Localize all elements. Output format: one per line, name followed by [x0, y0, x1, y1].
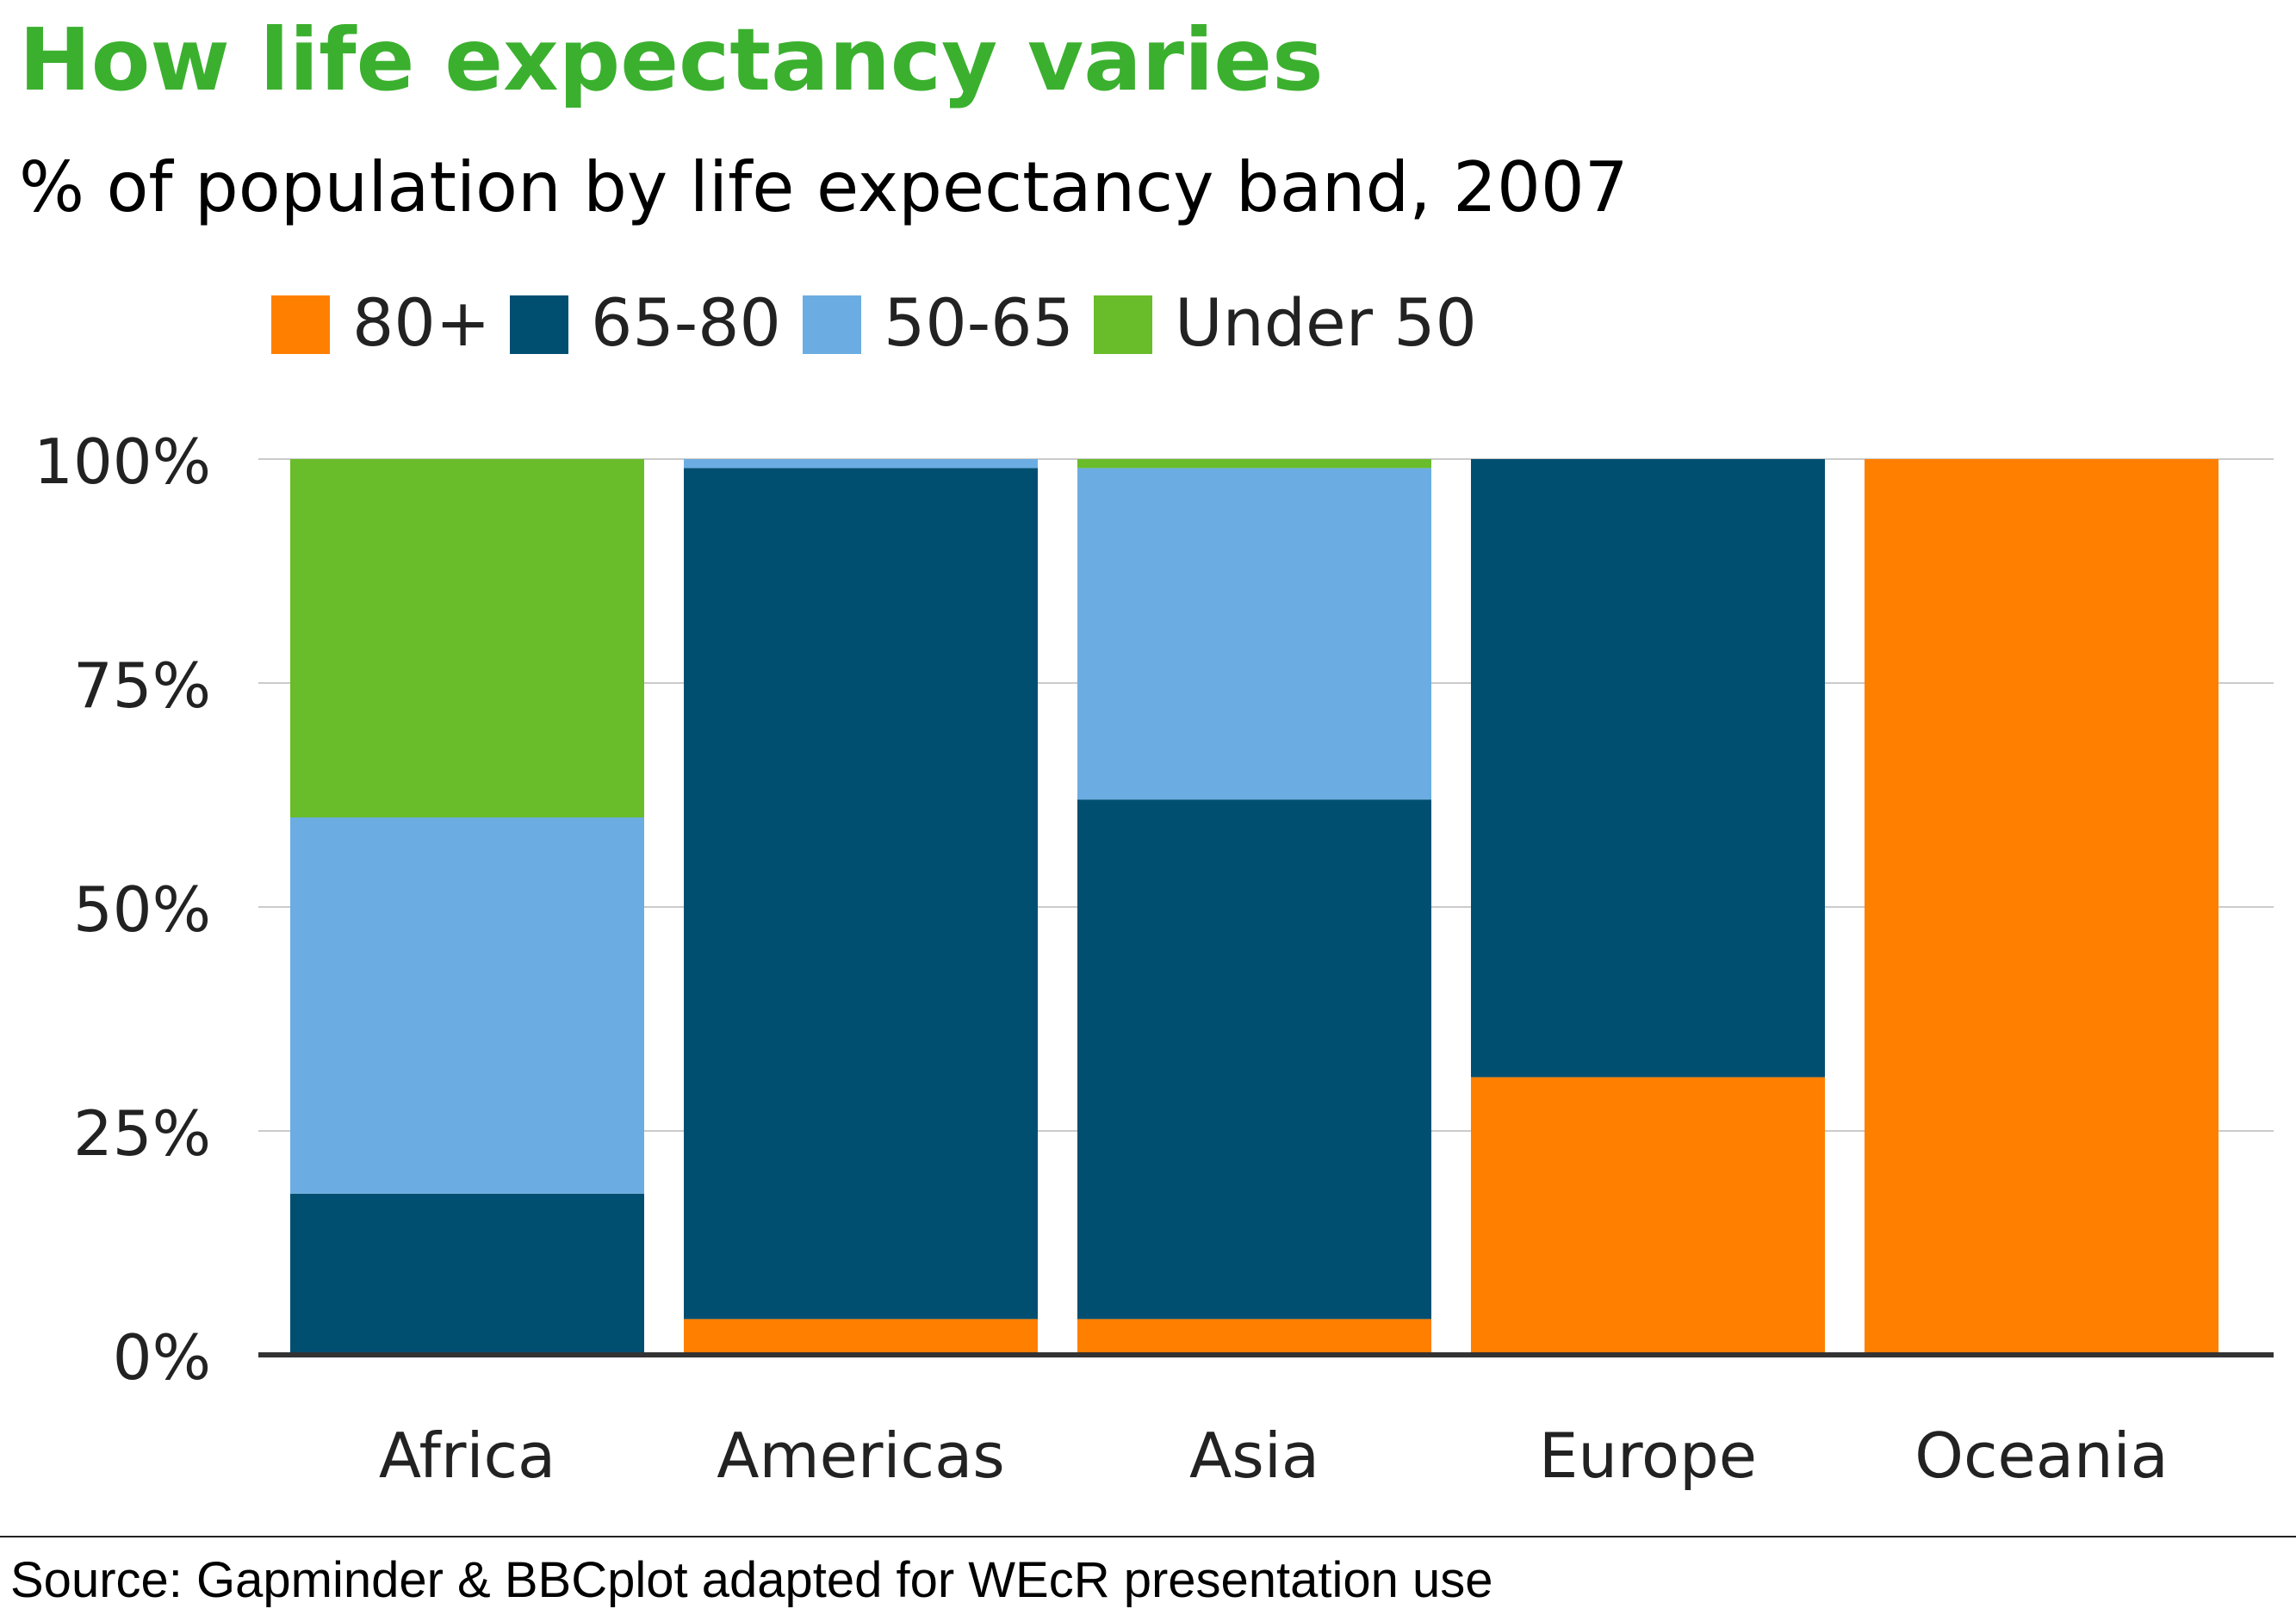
y-tick-label-75: 75% — [73, 649, 211, 722]
bar-americas-65-80 — [684, 468, 1038, 1320]
bar-africa-under-50 — [290, 459, 644, 817]
legend-swatch-3 — [1094, 295, 1152, 354]
bar-africa-65-80 — [290, 1193, 644, 1355]
legend-swatch-0 — [271, 295, 330, 354]
x-tick-label-africa: Africa — [379, 1419, 555, 1492]
chart-title: How life expectancy varies — [19, 9, 1324, 110]
x-tick-label-asia: Asia — [1189, 1419, 1319, 1492]
bar-oceania-80- — [1865, 459, 2218, 1355]
x-tick-label-oceania: Oceania — [1914, 1419, 2168, 1492]
bars — [290, 459, 2218, 1355]
y-tick-label-25: 25% — [73, 1097, 211, 1170]
legend-label-3: Under 50 — [1175, 284, 1477, 361]
y-tick-label-100: 100% — [34, 425, 211, 498]
bar-europe-65-80 — [1471, 459, 1825, 1078]
bar-asia-50-65 — [1077, 468, 1431, 800]
bar-africa-50-65 — [290, 817, 644, 1194]
source-note: Source: Gapminder & BBCplot adapted for … — [10, 1552, 1493, 1608]
y-tick-label-50: 50% — [73, 873, 211, 946]
bar-asia-65-80 — [1077, 799, 1431, 1320]
y-axis-ticks: 0% 25% 50% 75% 100% — [34, 425, 211, 1394]
legend-swatch-1 — [510, 295, 568, 354]
source-divider — [0, 1536, 2296, 1537]
x-axis-ticks: Africa Americas Asia Europe Oceania — [379, 1419, 2169, 1492]
bar-asia-80- — [1077, 1319, 1431, 1355]
y-tick-label-0: 0% — [113, 1321, 211, 1394]
bar-asia-under-50 — [1077, 459, 1431, 469]
x-tick-label-europe: Europe — [1539, 1419, 1757, 1492]
stacked-bar-chart: 80+ 65-80 50-65 Under 50 0% 25% 50% 75% 100% Af… — [34, 284, 2274, 1492]
legend-label-1: 65-80 — [591, 284, 781, 361]
legend-label-0: 80+ — [352, 284, 490, 361]
bar-europe-80- — [1471, 1077, 1825, 1355]
legend: 80+ 65-80 50-65 Under 50 — [271, 284, 1477, 361]
bar-americas-80- — [684, 1319, 1038, 1355]
legend-swatch-2 — [803, 295, 861, 354]
bar-americas-50-65 — [684, 459, 1038, 469]
chart-subtitle: % of population by life expectancy band,… — [19, 147, 1629, 227]
legend-label-2: 50-65 — [884, 284, 1074, 361]
x-tick-label-americas: Americas — [717, 1419, 1005, 1492]
